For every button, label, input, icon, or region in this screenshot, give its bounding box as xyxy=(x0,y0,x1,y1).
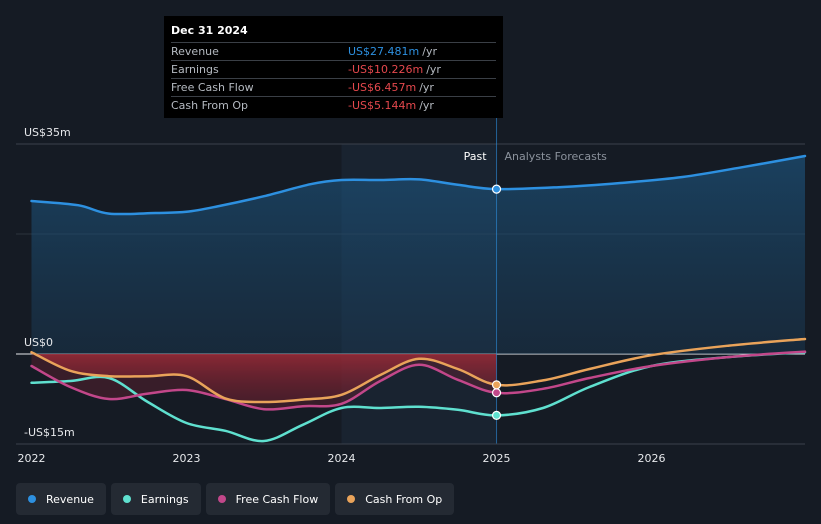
data-tooltip: Dec 31 2024 Revenue US$27.481m /yr Earni… xyxy=(164,16,503,118)
x-tick-label: 2026 xyxy=(638,452,666,465)
tooltip-row-unit: /yr xyxy=(422,45,437,58)
y-tick-label: -US$15m xyxy=(24,426,75,439)
tooltip-row-cash-from-op: Cash From Op -US$5.144m /yr xyxy=(171,96,496,114)
legend-label: Earnings xyxy=(140,492,189,506)
revenue-dot-icon xyxy=(28,495,36,503)
negative-area-cash-from-op xyxy=(31,352,497,403)
earnings-marker xyxy=(491,410,502,420)
cash-from-op-dot-icon xyxy=(347,495,356,503)
tooltip-row-unit: /yr xyxy=(419,99,434,112)
tooltip-row-unit: /yr xyxy=(419,81,434,94)
tooltip-row-unit: /yr xyxy=(426,63,441,76)
legend-label: Revenue xyxy=(46,492,94,506)
tooltip-row-value: -US$5.144m xyxy=(348,99,417,112)
tooltip-row-value: -US$10.226m xyxy=(348,63,424,76)
forecast-label: Analysts Forecasts xyxy=(505,150,608,163)
tooltip-row-value: -US$6.457m xyxy=(348,81,417,94)
revenue-marker xyxy=(491,184,502,194)
y-tick-label: US$0 xyxy=(24,336,53,349)
x-tick-label: 2023 xyxy=(173,452,201,465)
free-cash-flow-marker xyxy=(491,388,502,398)
legend-item-revenue[interactable]: Revenue xyxy=(16,483,106,515)
cash-from-op-marker xyxy=(491,380,502,390)
chart-legend: Revenue Earnings Free Cash Flow Cash Fro… xyxy=(16,483,455,515)
negative-area-free-cash-flow xyxy=(31,354,497,410)
tooltip-row-revenue: Revenue US$27.481m /yr xyxy=(171,42,496,60)
tooltip-date: Dec 31 2024 xyxy=(171,24,248,37)
earnings-dot-icon xyxy=(122,495,131,503)
free-cash-flow-line xyxy=(30,350,807,411)
legend-item-earnings[interactable]: Earnings xyxy=(110,483,201,515)
x-tick-label: 2024 xyxy=(328,452,356,465)
legend-label: Free Cash Flow xyxy=(235,492,319,506)
legend-item-free-cash-flow[interactable]: Free Cash Flow xyxy=(205,483,331,515)
past-label: Past xyxy=(464,150,488,163)
tooltip-row-label: Earnings xyxy=(171,63,219,76)
legend-item-cash-from-op[interactable]: Cash From Op xyxy=(335,483,455,515)
tooltip-row-label: Revenue xyxy=(171,45,219,58)
legend-label: Cash From Op xyxy=(365,492,443,506)
x-tick-label: 2022 xyxy=(18,452,46,465)
tooltip-row-earnings: Earnings -US$10.226m /yr xyxy=(171,60,496,78)
cash-from-op-line xyxy=(30,337,807,404)
tooltip-row-value: US$27.481m xyxy=(348,45,420,58)
revenue-line xyxy=(30,154,807,216)
x-tick-label: 2025 xyxy=(483,452,511,465)
free-cash-flow-dot-icon xyxy=(217,495,226,503)
earnings-line xyxy=(30,350,807,443)
tooltip-row-free-cash-flow: Free Cash Flow -US$6.457m /yr xyxy=(171,78,496,96)
tooltip-row-label: Free Cash Flow xyxy=(171,81,254,94)
tooltip-row-label: Cash From Op xyxy=(171,99,249,112)
y-tick-label: US$35m xyxy=(24,126,71,139)
